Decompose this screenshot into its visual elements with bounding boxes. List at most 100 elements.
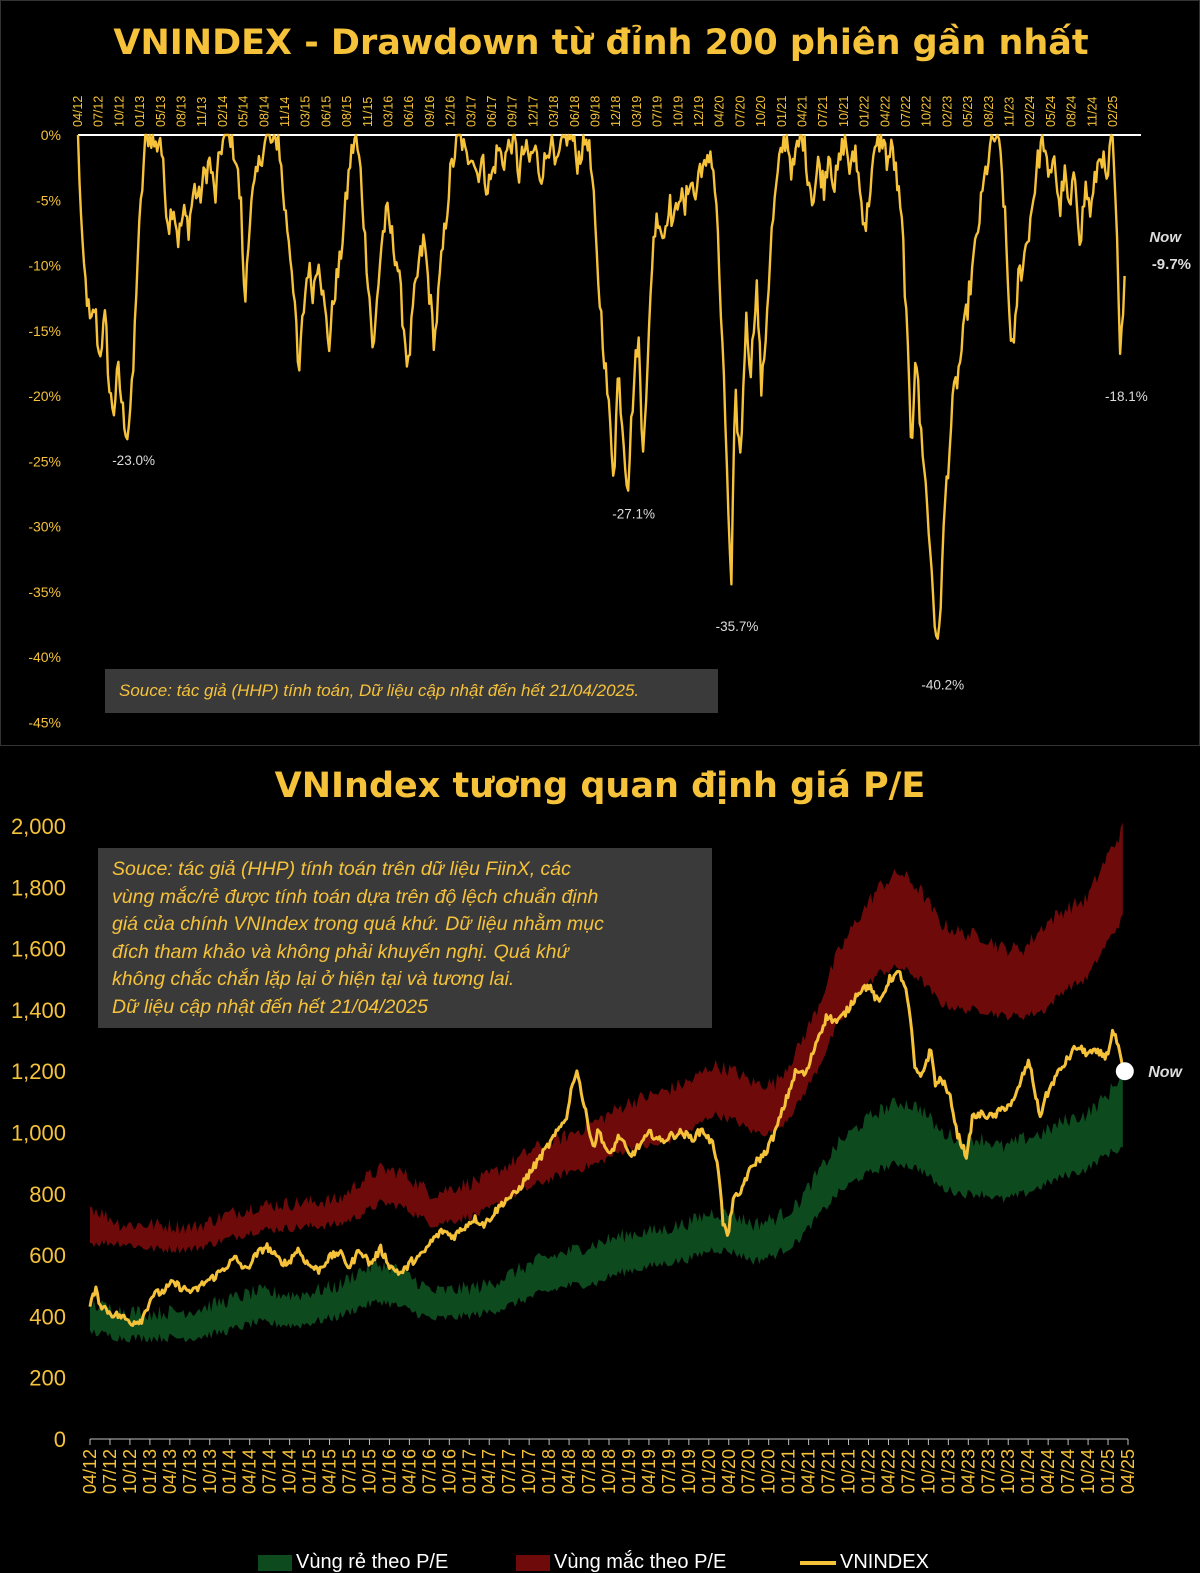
- x-tick-label: 07/14: [260, 1449, 280, 1494]
- y-tick-label: 400: [29, 1304, 66, 1329]
- x-tick-label: 10/22: [920, 96, 934, 127]
- legend-label-expensive: Vùng mắc theo P/E: [554, 1551, 727, 1573]
- x-tick-label: 01/20: [699, 1449, 719, 1494]
- x-tick-label: 10/19: [679, 1449, 699, 1494]
- x-tick-label: 03/16: [382, 96, 396, 127]
- x-tick-label: 10/19: [671, 96, 685, 127]
- y-tick-label: 0: [54, 1427, 66, 1452]
- x-tick-label: 08/14: [257, 96, 271, 127]
- now-label: Now: [1148, 1064, 1183, 1081]
- x-tick-label: 08/23: [982, 96, 996, 127]
- pe-source-note: Souce: tác giả (HHP) tính toán trên dữ l…: [98, 848, 712, 1028]
- x-tick-label: 03/18: [547, 96, 561, 127]
- pe-chart-title: VNIndex tương quan định giá P/E: [274, 766, 926, 806]
- drawdown-source-note: Souce: tác giả (HHP) tính toán, Dữ liệu …: [105, 669, 718, 713]
- x-tick-label: 01/15: [300, 1449, 320, 1494]
- y-tick-label: 2,000: [11, 814, 66, 839]
- x-tick-label: 01/22: [859, 1449, 879, 1494]
- x-tick-label: 08/13: [175, 96, 189, 127]
- x-tick-label: 04/25: [1118, 1449, 1138, 1494]
- x-tick-label: 07/12: [100, 1449, 120, 1494]
- x-tick-label: 01/22: [858, 96, 872, 127]
- y-tick-label: 200: [29, 1366, 66, 1391]
- x-tick-label: 07/16: [419, 1449, 439, 1494]
- x-tick-label: 09/16: [423, 96, 437, 127]
- x-tick-label: 05/23: [961, 96, 975, 127]
- x-tick-label: 07/20: [733, 96, 747, 127]
- x-tick-label: 07/19: [659, 1449, 679, 1494]
- pe-legend: Vùng rẻ theo P/E Vùng mắc theo P/E VNIND…: [0, 1552, 1200, 1572]
- legend-swatch-expensive: [516, 1554, 550, 1571]
- x-tick-label: 11/23: [1003, 97, 1017, 127]
- x-tick-label: 08/24: [1065, 96, 1079, 127]
- now-label: Now: [1149, 229, 1182, 246]
- x-tick-label: 12/16: [444, 96, 458, 127]
- y-tick-label: -35%: [28, 584, 61, 600]
- x-tick-label: 04/19: [639, 1449, 659, 1494]
- expensive-band: [90, 822, 1123, 1254]
- y-tick-label: 1,600: [11, 937, 66, 962]
- x-tick-label: 03/19: [630, 96, 644, 127]
- x-tick-label: 09/18: [589, 96, 603, 127]
- y-tick-label: -20%: [28, 388, 61, 404]
- x-tick-label: 11/24: [1085, 97, 1099, 127]
- x-tick-label: 10/16: [439, 1449, 459, 1494]
- x-tick-label: 01/21: [775, 96, 789, 127]
- vnindex-line: [88, 969, 1125, 1327]
- x-tick-label: 01/14: [220, 1449, 240, 1494]
- x-tick-label: 12/19: [692, 96, 706, 127]
- x-tick-label: 11/13: [195, 97, 209, 127]
- x-tick-label: 04/23: [958, 1449, 978, 1494]
- x-tick-label: 12/18: [609, 96, 623, 127]
- cheap-band: [90, 1070, 1123, 1343]
- legend-swatch-cheap: [258, 1554, 292, 1571]
- x-tick-label: 07/21: [816, 96, 830, 127]
- x-tick-label: 03/17: [464, 96, 478, 127]
- drawdown-annotation: -23.0%: [112, 453, 155, 468]
- y-tick-label: -15%: [28, 323, 61, 339]
- x-tick-label: 04/24: [1038, 1449, 1058, 1494]
- x-tick-label: 10/12: [112, 96, 126, 127]
- x-tick-label: 04/20: [719, 1449, 739, 1494]
- x-tick-label: 10/15: [359, 1449, 379, 1494]
- x-tick-label: 01/16: [379, 1449, 399, 1494]
- x-tick-label: 08/15: [340, 96, 354, 127]
- x-tick-label: 05/13: [154, 96, 168, 127]
- x-tick-label: 12/17: [526, 96, 540, 127]
- x-tick-label: 04/21: [799, 1449, 819, 1494]
- x-tick-label: 07/17: [499, 1449, 519, 1494]
- legend-item-expensive: Vùng mắc theo P/E: [516, 1552, 726, 1572]
- x-tick-label: 07/18: [579, 1449, 599, 1494]
- x-tick-label: 04/16: [399, 1449, 419, 1494]
- y-tick-label: 1,000: [11, 1121, 66, 1146]
- drawdown-annotation: -35.7%: [716, 619, 759, 634]
- x-tick-label: 04/13: [160, 1449, 180, 1494]
- now-marker: [1115, 1062, 1134, 1081]
- x-tick-label: 10/22: [918, 1449, 938, 1494]
- x-tick-label: 05/24: [1044, 96, 1058, 127]
- y-tick-label: -45%: [28, 714, 61, 730]
- x-tick-label: 04/21: [796, 96, 810, 127]
- x-tick-label: 07/23: [978, 1449, 998, 1494]
- x-tick-label: 04/22: [878, 96, 892, 127]
- x-tick-label: 07/19: [651, 96, 665, 127]
- pe-chart: 2,000 1,800 1,600 1,400 1,200 1,000 800 600 400 2…: [11, 814, 1184, 1494]
- y-tick-label: 800: [29, 1182, 66, 1207]
- x-tick-label: 04/14: [240, 1449, 260, 1494]
- x-tick-label: 07/21: [819, 1449, 839, 1494]
- x-tick-label: 07/15: [340, 1449, 360, 1494]
- x-tick-label: 02/25: [1106, 96, 1120, 127]
- x-tick-label: 10/14: [280, 1449, 300, 1494]
- x-tick-label: 11/15: [361, 97, 375, 127]
- x-tick-label: 10/21: [839, 1449, 859, 1494]
- x-tick-label: 03/15: [299, 96, 313, 127]
- y-tick-label: 1,200: [11, 1059, 66, 1084]
- x-tick-label: 10/24: [1078, 1449, 1098, 1494]
- x-tick-label: 01/21: [779, 1449, 799, 1494]
- x-tick-label: 04/18: [559, 1449, 579, 1494]
- x-tick-label: 01/13: [140, 1449, 160, 1494]
- x-tick-label: 02/24: [1023, 96, 1037, 127]
- x-tick-label: 05/14: [237, 96, 251, 127]
- x-tick-label: 06/16: [402, 96, 416, 127]
- x-tick-label: 10/18: [599, 1449, 619, 1494]
